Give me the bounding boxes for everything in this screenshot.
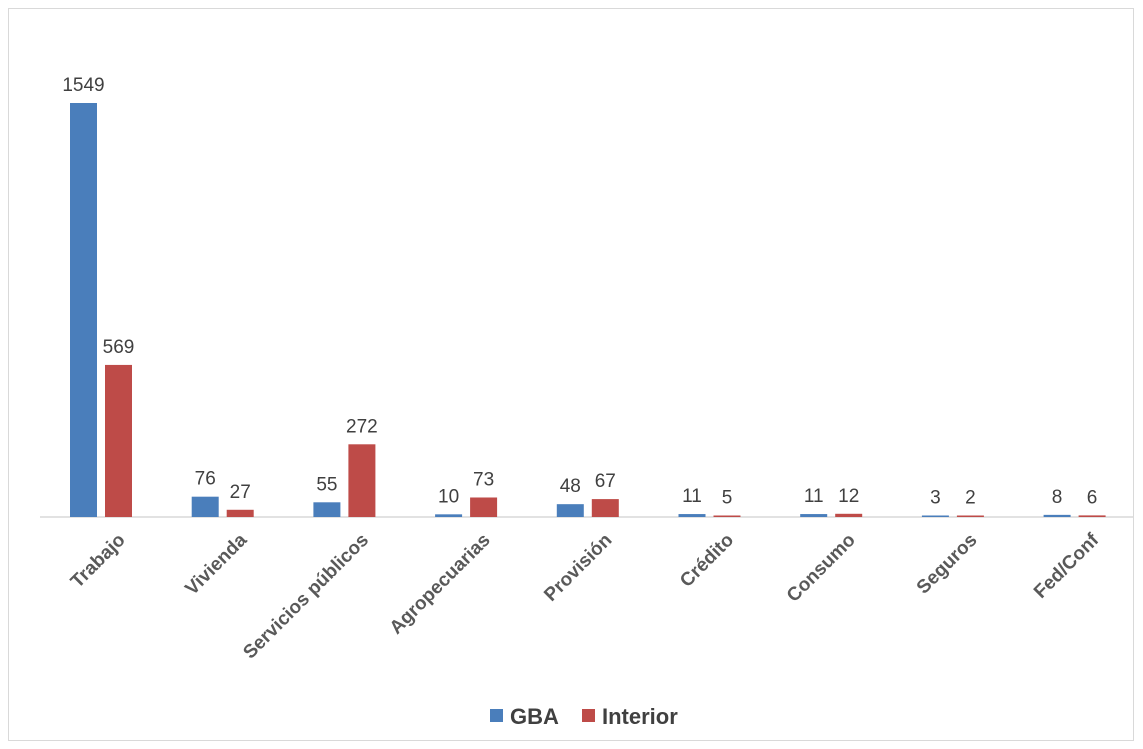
category-label-fed-conf: Fed/Conf [1030, 529, 1104, 603]
bar-gba-trabajo [70, 103, 97, 517]
legend-label-interior: Interior [602, 704, 678, 729]
value-label-interior-agropecuarias: 73 [473, 469, 494, 490]
category-label-seguros: Seguros [913, 530, 982, 599]
value-label-gba-agropecuarias: 10 [438, 486, 459, 507]
value-label-interior-consumo: 12 [838, 486, 859, 507]
value-label-interior-fed-conf: 6 [1087, 487, 1098, 508]
bar-gba-credito [678, 514, 706, 517]
category-label-consumo: Consumo [783, 530, 860, 607]
value-label-gba-servicios-publicos: 55 [316, 474, 337, 495]
value-label-gba-consumo: 11 [804, 486, 824, 507]
value-label-gba-vivienda: 76 [195, 469, 216, 490]
legend-swatch-interior [582, 709, 595, 722]
bar-interior-agropecuarias [470, 497, 498, 517]
value-label-interior-servicios-publicos: 272 [346, 416, 378, 437]
bar-gba-consumo [800, 514, 828, 517]
value-label-gba-provision: 48 [560, 476, 581, 497]
bar-interior-credito [713, 515, 741, 517]
category-label-trabajo: Trabajo [67, 530, 130, 593]
value-label-interior-seguros: 2 [965, 488, 976, 509]
value-label-gba-fed-conf: 8 [1052, 487, 1063, 508]
value-label-gba-trabajo: 1549 [62, 75, 104, 96]
bar-interior-fed-conf [1078, 515, 1106, 517]
value-label-interior-provision: 67 [595, 471, 616, 492]
bar-interior-seguros [956, 515, 984, 517]
category-label-agropecuarias: Agropecuarias [386, 530, 495, 639]
bar-interior-trabajo [105, 364, 132, 517]
value-labels-layer: 1549 569 76 27 55 272 10 73 48 67 11 5 11 12 3 2 8 6 [62, 75, 1097, 509]
value-label-gba-credito: 11 [682, 486, 702, 507]
legend: GBA Interior [490, 704, 678, 729]
bar-gba-agropecuarias [435, 514, 463, 517]
bar-interior-servicios-publicos [348, 444, 376, 517]
bars-layer [70, 103, 1106, 517]
bar-gba-vivienda [191, 496, 219, 517]
category-label-vivienda: Vivienda [181, 529, 251, 599]
chart-frame [8, 8, 1134, 741]
category-label-servicios-publicos: Servicios públicos [239, 530, 373, 664]
category-label-credito: Crédito [676, 530, 738, 592]
bar-interior-consumo [835, 513, 863, 517]
bar-gba-fed-conf [1043, 514, 1071, 517]
value-label-interior-credito: 5 [722, 488, 733, 509]
value-label-interior-trabajo: 569 [103, 337, 135, 358]
bar-interior-vivienda [226, 509, 254, 517]
category-label-provision: Provisión [540, 530, 616, 606]
legend-label-gba: GBA [510, 704, 559, 729]
bar-gba-provision [556, 504, 584, 517]
legend-swatch-gba [490, 709, 503, 722]
bar-interior-provision [591, 499, 619, 517]
value-label-gba-seguros: 3 [930, 488, 941, 509]
bar-gba-seguros [921, 515, 949, 517]
bar-gba-servicios-publicos [313, 502, 341, 517]
value-label-interior-vivienda: 27 [230, 482, 251, 503]
